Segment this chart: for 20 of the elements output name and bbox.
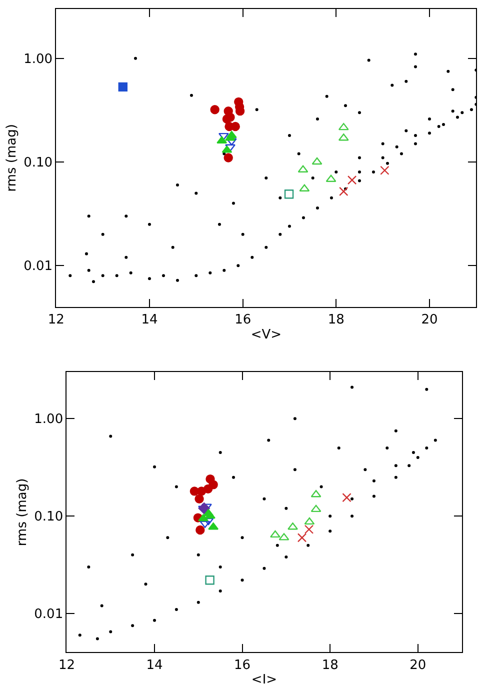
x-tick-label: 18 bbox=[322, 658, 338, 673]
x-tick-label: 20 bbox=[421, 312, 438, 328]
x-tick-label: 16 bbox=[234, 658, 251, 673]
x-axis-title: <V> bbox=[250, 327, 282, 342]
y-tick-label: 0.10 bbox=[34, 510, 64, 525]
y-axis-title: rms (mag) bbox=[15, 478, 30, 546]
x-tick-label: 14 bbox=[146, 658, 163, 673]
x-tick-label: 18 bbox=[328, 312, 344, 328]
x-tick-label: 20 bbox=[410, 658, 426, 673]
x-tick-label: 16 bbox=[234, 312, 252, 328]
y-tick-label: 0.01 bbox=[34, 607, 64, 622]
x-axis-title: <I> bbox=[251, 672, 278, 688]
y-tick-label: 1.00 bbox=[34, 412, 64, 428]
y-tick-label: 0.10 bbox=[24, 156, 53, 171]
x-tick-label: 14 bbox=[141, 312, 158, 328]
y-tick-label: 0.01 bbox=[24, 259, 53, 274]
y-tick-label: 1.00 bbox=[24, 52, 53, 67]
x-tick-label: 12 bbox=[48, 312, 64, 328]
y-axis-title: rms (mag) bbox=[4, 124, 20, 192]
x-tick-label: 12 bbox=[58, 658, 75, 673]
